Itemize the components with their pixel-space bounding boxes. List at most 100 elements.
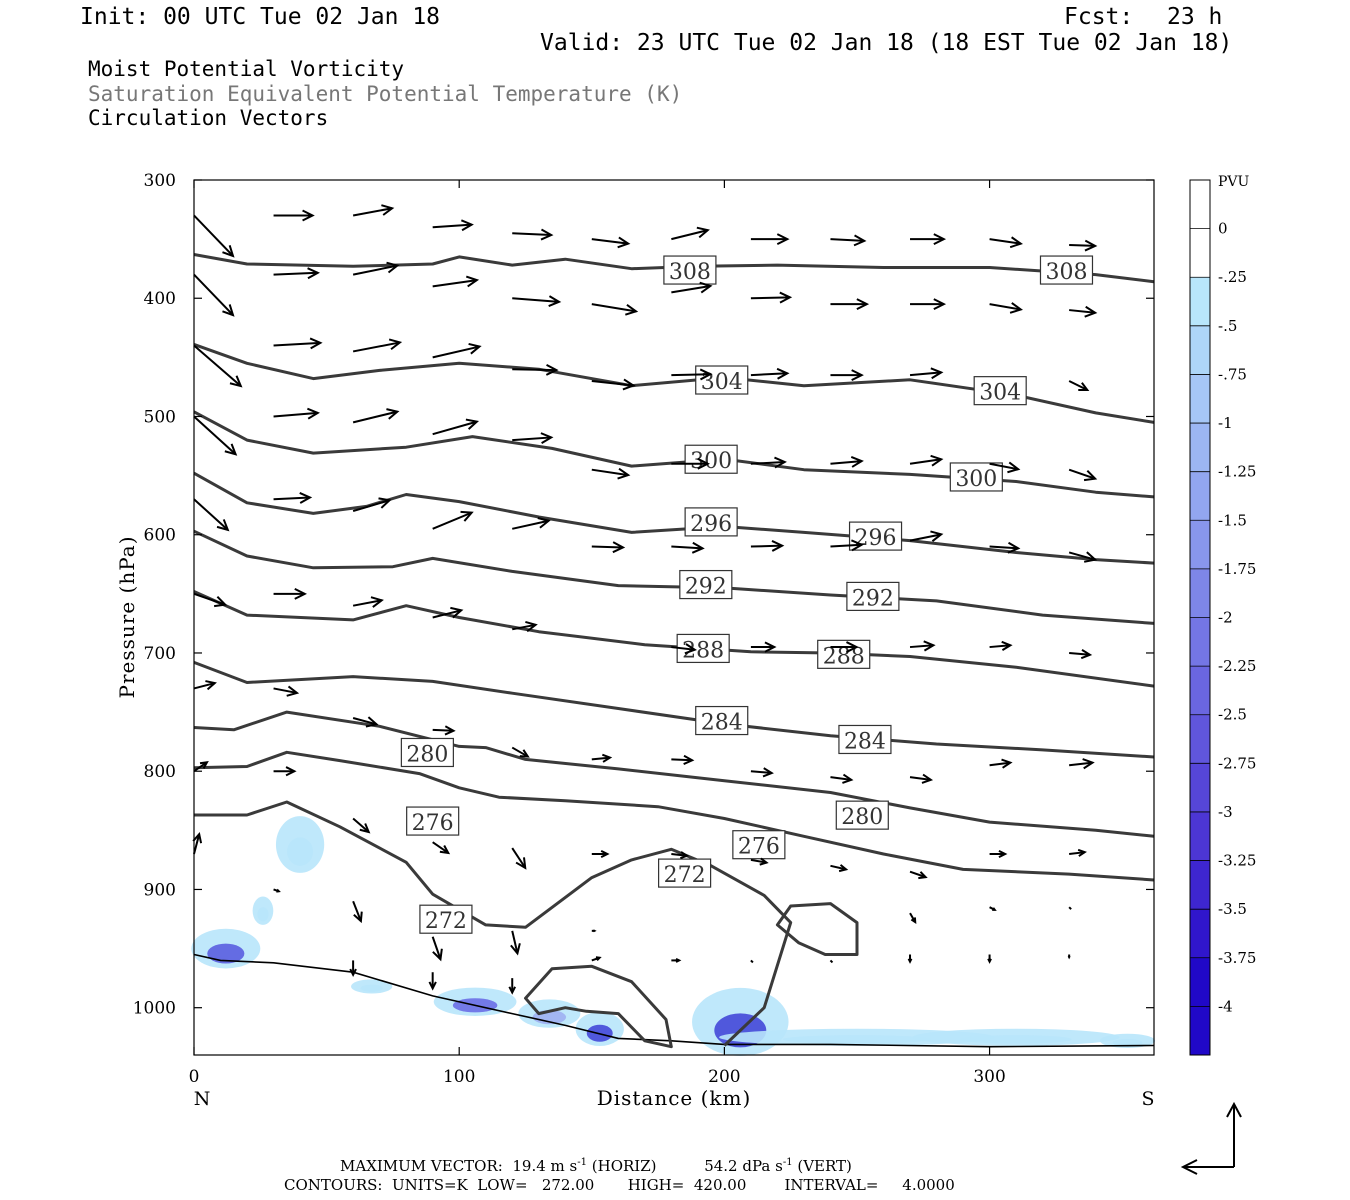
vector-arrow — [352, 261, 400, 276]
horiz-exponent: -1 — [577, 1157, 587, 1168]
vector-arrow — [428, 972, 437, 991]
vector-head — [359, 823, 371, 834]
vector-head — [846, 641, 859, 653]
vector-head — [921, 773, 934, 784]
vector-arrow — [1067, 954, 1071, 960]
vector-shaft — [671, 852, 688, 857]
vector-head — [1083, 551, 1098, 563]
vector-head — [519, 749, 530, 758]
vector-head — [465, 418, 480, 430]
vector-shaft — [352, 817, 370, 833]
vector-arrow — [750, 291, 793, 304]
contour-label-box — [679, 569, 733, 600]
vector-head — [853, 234, 867, 247]
contour-label-box — [817, 639, 871, 669]
colorbar-segment — [1190, 763, 1210, 813]
vector-head — [309, 337, 323, 350]
colorbar-label: -3.25 — [1218, 852, 1256, 870]
mpv-region — [207, 943, 245, 964]
vector-head — [776, 367, 790, 380]
x-tick-label: 200 — [708, 1067, 740, 1087]
vector-arrow — [512, 517, 551, 530]
colorbar-label: -2.25 — [1218, 657, 1256, 675]
vector-arrow — [909, 367, 944, 380]
vector-shaft — [193, 498, 229, 531]
vector-arrow — [273, 337, 323, 350]
vector-arrow — [909, 454, 944, 467]
colorbar-segment — [1190, 180, 1210, 230]
vector-shaft — [352, 599, 382, 607]
vector-head — [548, 295, 562, 307]
vector-arrow — [750, 767, 774, 778]
contour-label-box — [835, 800, 889, 830]
colorbar-segment — [1190, 811, 1210, 862]
plot-frame — [193, 179, 1155, 1056]
vector-shaft — [1068, 551, 1096, 561]
vector-head — [992, 907, 997, 911]
vector-arrow — [273, 407, 320, 420]
theta-contour-272 — [194, 800, 793, 1047]
vector-arrow — [432, 510, 474, 530]
vector-head — [545, 364, 559, 376]
contour-label: 284 — [844, 729, 886, 754]
vector-shaft — [273, 687, 298, 694]
vector-head — [307, 407, 320, 420]
vector-arrow — [750, 233, 790, 246]
colorbar-unit: PVU — [1218, 174, 1250, 190]
vector-head — [1078, 382, 1090, 392]
vector-head — [192, 832, 203, 844]
vector-arrow — [591, 378, 636, 391]
contour-label-box — [695, 705, 749, 736]
y-axis-label: Pressure (hPa) — [115, 536, 139, 699]
vector-arrow — [192, 832, 203, 855]
vector-arrow — [432, 275, 480, 288]
vector-shaft — [512, 297, 560, 303]
colorbar-label: -1.75 — [1218, 560, 1256, 578]
vector-head — [540, 432, 554, 444]
vector-arrow — [1069, 758, 1095, 770]
vector-arrow — [591, 303, 639, 316]
colorbar-segment — [1190, 471, 1210, 521]
vector-arrow — [671, 541, 705, 554]
vector-arrow — [830, 298, 870, 311]
contour-label-box — [838, 724, 892, 755]
colorbar-label: -.5 — [1218, 317, 1237, 335]
subtitle-theta-es: Saturation Equivalent Potential Temperat… — [88, 82, 683, 106]
vector-head — [923, 640, 936, 652]
vector-shaft — [989, 462, 1019, 471]
vector-head — [465, 275, 480, 288]
vector-head — [779, 291, 793, 304]
vector-head — [856, 298, 870, 311]
colorbar-label: -1.25 — [1218, 463, 1256, 481]
vector-head — [595, 956, 602, 962]
vector-head — [691, 541, 705, 554]
theta-contour-280 — [193, 710, 1155, 838]
vector-shaft — [830, 776, 852, 781]
vector-arrow — [909, 870, 928, 880]
vector-arrow — [432, 841, 451, 855]
vector-arrow — [830, 773, 854, 784]
vector-head — [353, 911, 363, 924]
vector-arrow — [987, 954, 992, 964]
vector-shaft — [512, 368, 557, 372]
vector-arrow — [671, 754, 695, 766]
vector-shaft — [1068, 380, 1088, 391]
vector-shaft — [909, 644, 934, 649]
vector-arrow — [671, 226, 710, 241]
vector-shaft — [591, 380, 634, 387]
vector-shaft — [671, 285, 711, 294]
vector-shaft — [830, 543, 862, 548]
vector-head — [987, 958, 992, 964]
vector-shaft — [511, 930, 519, 954]
vector-head — [625, 304, 639, 316]
vector-shaft — [671, 758, 693, 762]
vector-head — [601, 753, 613, 763]
vector-shaft — [671, 229, 708, 241]
vector-arrow — [193, 344, 243, 388]
forecast-label: Fcst: — [1064, 4, 1134, 30]
colorbar-segment — [1190, 909, 1210, 959]
vector-head — [697, 457, 710, 470]
vector-shaft — [909, 458, 942, 465]
vector-head — [468, 342, 482, 355]
subtitle-vectors: Circulation Vectors — [88, 106, 329, 130]
